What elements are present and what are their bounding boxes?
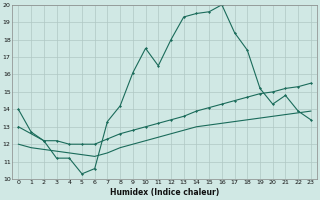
X-axis label: Humidex (Indice chaleur): Humidex (Indice chaleur) [110,188,219,197]
